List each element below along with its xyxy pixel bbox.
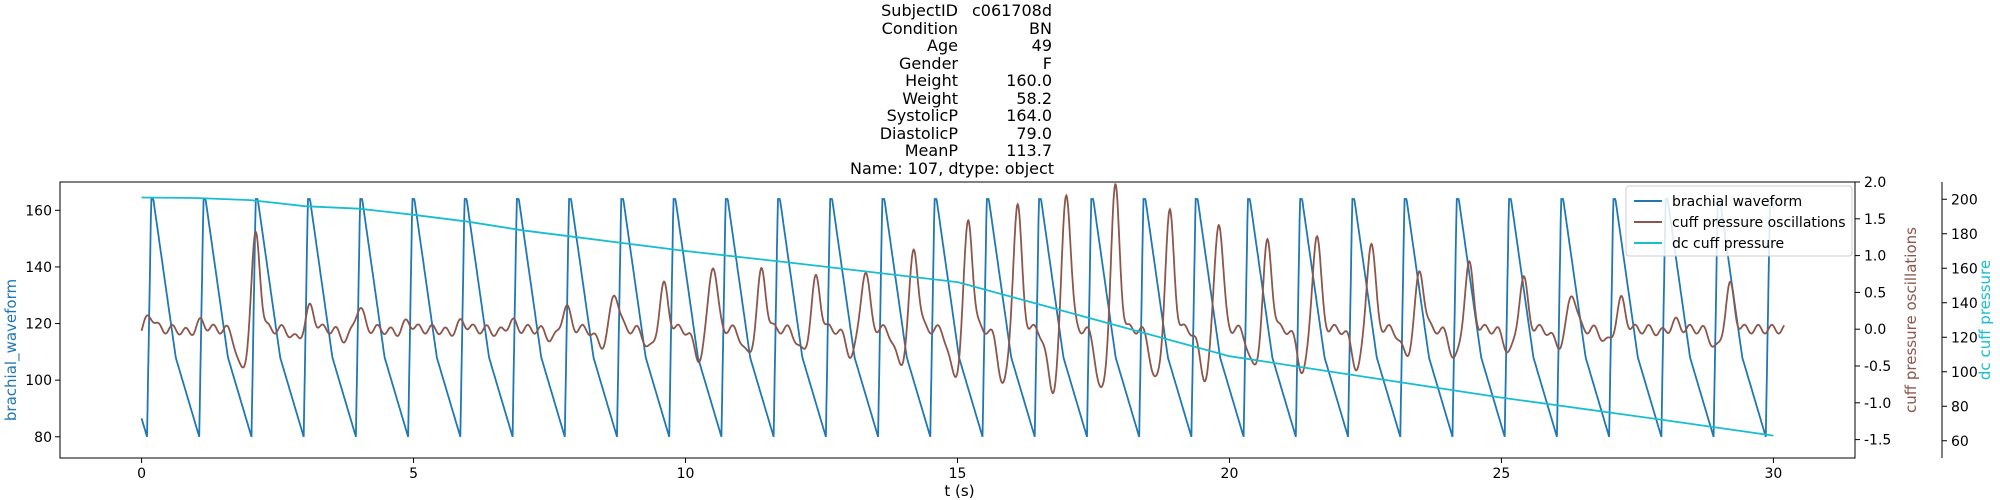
- x-tick-label: 5: [409, 466, 418, 482]
- title-value: 79.0: [1016, 123, 1052, 143]
- series-cuff-pressure-oscillations: [140, 183, 1785, 395]
- right2-y-tick-label: 60: [1951, 434, 1969, 450]
- title-key: Condition: [881, 18, 958, 38]
- right2-y-tick-label: 160: [1951, 261, 1978, 277]
- title-value: 164.0: [1006, 106, 1052, 125]
- title-key: SubjectID: [881, 1, 958, 20]
- title-value: 160.0: [1006, 71, 1052, 90]
- right1-y-tick-label: 1.5: [1864, 212, 1886, 228]
- right2-y-axis-label: dc cuff pressure: [1976, 260, 1994, 380]
- right1-y-axis-label: cuff pressure oscillations: [1902, 227, 1920, 413]
- right2-y-tick-label: 120: [1951, 330, 1978, 346]
- x-tick-label: 30: [1764, 466, 1782, 482]
- right1-y-tick-label: 0.5: [1864, 285, 1886, 301]
- title-value: BN: [1029, 18, 1052, 38]
- series-layer: [140, 183, 1785, 438]
- right1-y-tick-label: -0.5: [1864, 359, 1891, 375]
- left-y-axis-label: brachial_waveform: [2, 279, 21, 421]
- title-line: Name: 107, dtype: object: [850, 158, 1055, 178]
- series-dc-cuff-pressure: [141, 196, 1774, 437]
- title-key: SystolicP: [886, 106, 958, 125]
- title-key: Gender: [899, 53, 958, 73]
- legend: brachial waveform cuff pressure oscillati…: [1625, 185, 1853, 257]
- title-key: Height: [905, 71, 958, 90]
- axes-layer: 0 5 10 15 20 25 30 t (s) 80 100 120 140 160 brachial_…: [2, 175, 1994, 500]
- right1-y-tick-label: -1.0: [1864, 396, 1891, 412]
- title-key: DiastolicP: [879, 123, 958, 143]
- plot-frame: [59, 181, 1856, 459]
- right2-y-tick-label: 80: [1951, 399, 1969, 415]
- x-tick-label: 0: [137, 466, 146, 482]
- title-key: Age: [927, 36, 958, 55]
- left-y-tick-label: 120: [25, 317, 52, 333]
- x-tick-label: 15: [949, 466, 967, 482]
- legend-entry: dc cuff pressure: [1672, 236, 1784, 252]
- left-y-tick-label: 160: [25, 203, 52, 219]
- right1-y-tick-label: 2.0: [1864, 175, 1886, 191]
- legend-box: [1625, 185, 1853, 257]
- right2-y-tick-label: 200: [1951, 192, 1978, 208]
- left-y-tick-label: 140: [25, 260, 52, 276]
- legend-entry: cuff pressure oscillations: [1672, 215, 1846, 231]
- right1-y-tick-label: 1.0: [1864, 249, 1886, 265]
- x-tick-label: 10: [677, 466, 695, 482]
- title-value: 49: [1031, 36, 1052, 55]
- left-y-tick-label: 80: [34, 430, 52, 446]
- right1-y-tick-label: -1.5: [1864, 433, 1891, 449]
- series-brachial-waveform: [140, 198, 1775, 438]
- title-value: 113.7: [1006, 141, 1052, 160]
- title-value: 58.2: [1016, 88, 1052, 108]
- x-tick-label: 20: [1221, 466, 1239, 482]
- title-value: F: [1042, 53, 1052, 73]
- title-value: c061708d: [971, 1, 1052, 20]
- title-key: MeanP: [904, 141, 958, 160]
- right2-y-tick-label: 140: [1951, 296, 1978, 312]
- right1-y-tick-label: 0.0: [1864, 322, 1886, 338]
- title-key: Weight: [902, 88, 958, 108]
- x-tick-label: 25: [1493, 466, 1511, 482]
- left-y-tick-label: 100: [25, 373, 52, 389]
- legend-entry: brachial waveform: [1672, 194, 1802, 210]
- right2-y-tick-label: 100: [1951, 365, 1978, 381]
- x-axis-label: t (s): [944, 482, 974, 500]
- right2-y-tick-label: 180: [1951, 227, 1978, 243]
